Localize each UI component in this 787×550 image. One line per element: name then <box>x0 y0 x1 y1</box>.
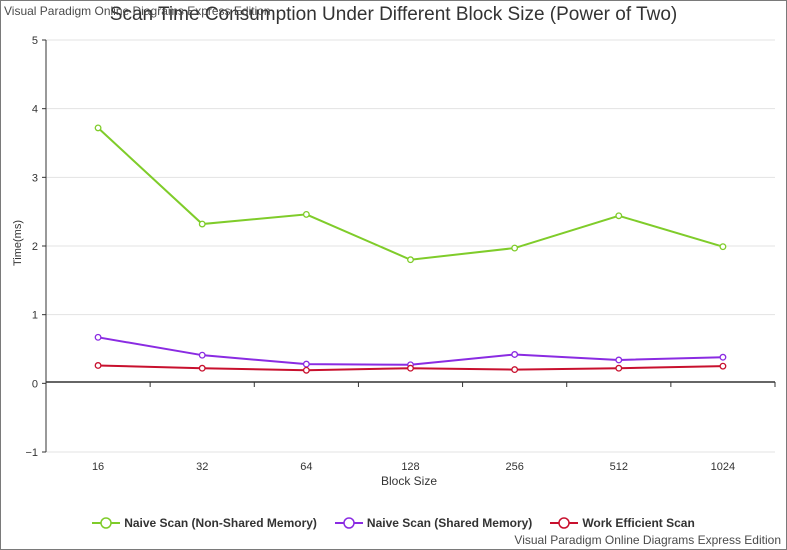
data-point <box>94 333 102 341</box>
x-tick-label: 512 <box>610 461 628 473</box>
y-tick-label: 3 <box>32 172 38 184</box>
y-tick-label: 2 <box>32 241 38 253</box>
data-point <box>302 360 310 368</box>
legend-item[interactable]: Naive Scan (Non-Shared Memory) <box>92 516 317 530</box>
x-tick-label: 16 <box>92 461 104 473</box>
data-point <box>615 212 623 220</box>
y-axis-label: Time(ms) <box>12 220 24 266</box>
data-point <box>407 364 414 372</box>
legend-label: Naive Scan (Non-Shared Memory) <box>124 516 317 530</box>
data-point <box>511 351 519 358</box>
data-point <box>719 243 727 251</box>
x-tick-label: 128 <box>401 461 419 473</box>
y-tick-label: 4 <box>32 104 38 116</box>
data-point <box>615 356 623 364</box>
data-point <box>94 124 102 132</box>
legend-item[interactable]: Naive Scan (Shared Memory) <box>334 516 533 530</box>
y-tick-label: 0 <box>32 378 38 390</box>
legend-label: Work Efficient Scan <box>582 516 695 530</box>
y-tick-label: −1 <box>25 447 38 459</box>
x-tick-label: 64 <box>300 461 312 473</box>
series-line <box>97 336 723 366</box>
y-tick-label: 5 <box>32 35 38 47</box>
x-axis-label: Block Size <box>381 474 437 488</box>
data-point <box>511 366 519 374</box>
data-point <box>407 256 414 264</box>
data-point <box>302 366 310 374</box>
x-tick-label: 1024 <box>711 461 735 473</box>
chart-legend: Naive Scan (Non-Shared Memory) Naive Sca… <box>0 516 787 530</box>
gridlines <box>46 39 775 453</box>
data-point <box>198 220 206 228</box>
x-tick-label: 32 <box>196 461 208 473</box>
series-line <box>97 127 724 261</box>
chart-title: Scan Time Consumption Under Different Bl… <box>109 4 678 25</box>
watermark-bottom: Visual Paradigm Online Diagrams Express … <box>514 533 781 547</box>
data-point <box>198 364 206 372</box>
watermark-top: Visual Paradigm Online Diagrams Express … <box>4 4 271 18</box>
x-tick-label: 256 <box>505 461 523 473</box>
y-tick-label: 1 <box>32 310 38 322</box>
data-point <box>719 353 727 361</box>
data-point <box>198 351 206 359</box>
data-point <box>719 362 727 370</box>
legend-swatch-icon <box>550 517 579 529</box>
axes: −1 0 1 2 3 4 5 16 32 64 128 256 512 1024 <box>25 35 776 473</box>
data-point <box>94 362 102 369</box>
legend-item[interactable]: Work Efficient Scan <box>550 516 695 530</box>
data-point <box>615 364 623 372</box>
legend-label: Naive Scan (Shared Memory) <box>366 516 533 530</box>
legend-swatch-icon <box>334 517 363 529</box>
data-point <box>302 210 310 218</box>
series-lines <box>94 124 727 374</box>
legend-swatch-icon <box>92 517 121 529</box>
data-point <box>511 244 519 252</box>
